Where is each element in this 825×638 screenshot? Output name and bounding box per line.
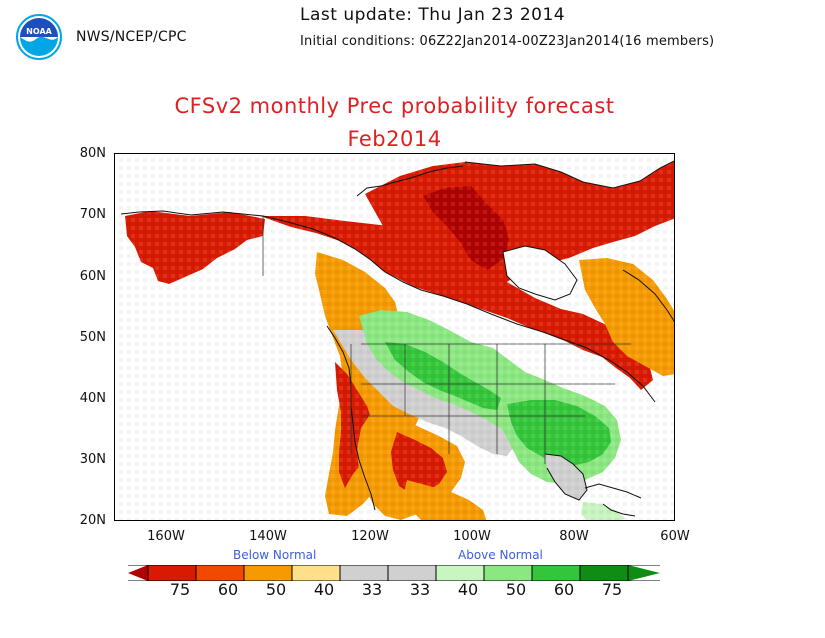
noaa-logo-text: NOAA — [26, 27, 52, 36]
lon-label-100w: 100W — [453, 529, 491, 544]
legend-tick-above-33: 33 — [409, 580, 431, 599]
lat-label-50n: 50N — [79, 330, 106, 345]
lon-label-60w: 60W — [660, 529, 690, 544]
lat-label-30n: 30N — [79, 452, 106, 467]
legend-below-normal-label: Below Normal — [233, 548, 317, 562]
legend-tick-below-60: 60 — [217, 580, 239, 599]
lon-label-160w: 160W — [147, 529, 185, 544]
initial-conditions-text: Initial conditions: 06Z22Jan2014-00Z23Ja… — [300, 34, 715, 49]
lat-label-60n: 60N — [79, 269, 106, 284]
last-update-text: Last update: Thu Jan 23 2014 — [300, 5, 566, 25]
probability-legend-bar — [128, 565, 660, 581]
legend-tick-below-33: 33 — [361, 580, 383, 599]
forecast-map — [114, 153, 675, 521]
political-boundaries — [262, 216, 631, 464]
legend-tick-below-40: 40 — [313, 580, 335, 599]
noaa-logo-icon: NOAA — [16, 14, 62, 60]
lat-label-70n: 70N — [79, 207, 106, 222]
coastline-lines — [120, 160, 674, 517]
legend-tick-above-50: 50 — [505, 580, 527, 599]
lat-label-40n: 40N — [79, 391, 106, 406]
legend-tick-below-75: 75 — [169, 580, 191, 599]
legend-above-normal-label: Above Normal — [458, 548, 543, 562]
legend-tick-below-50: 50 — [265, 580, 287, 599]
lon-label-80w: 80W — [559, 529, 589, 544]
lat-label-80n: 80N — [79, 146, 106, 161]
lon-label-120w: 120W — [351, 529, 389, 544]
forecast-map-svg — [115, 154, 674, 520]
lat-label-20n: 20N — [79, 513, 106, 528]
page-title: CFSv2 monthly Prec probability forecast — [174, 94, 615, 118]
legend-tick-above-40: 40 — [457, 580, 479, 599]
organization-label: NWS/NCEP/CPC — [76, 29, 187, 45]
legend-tick-above-75: 75 — [601, 580, 623, 599]
forecast-month: Feb2014 — [347, 127, 442, 151]
legend-tick-above-60: 60 — [553, 580, 575, 599]
lon-label-140w: 140W — [249, 529, 287, 544]
